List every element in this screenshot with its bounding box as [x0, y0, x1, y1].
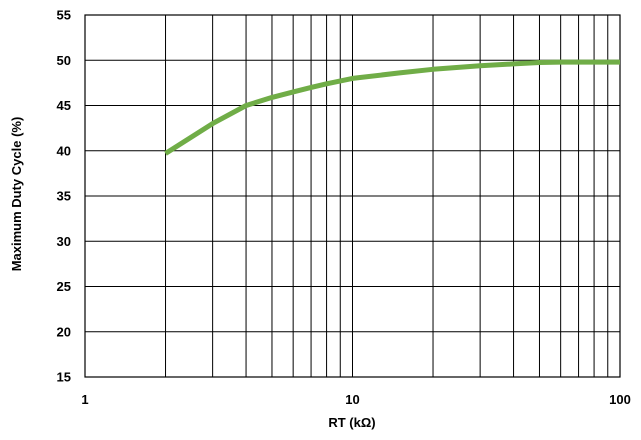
x-tick-label: 100	[609, 392, 631, 407]
x-tick-label: 1	[81, 392, 88, 407]
y-tick-label: 50	[57, 53, 71, 68]
y-tick-label: 30	[57, 234, 71, 249]
y-tick-label: 40	[57, 143, 71, 158]
y-tick-label: 45	[57, 98, 71, 113]
y-tick-label: 20	[57, 324, 71, 339]
x-axis-label: RT (kΩ)	[328, 415, 375, 430]
y-axis-label: Maximum Duty Cycle (%)	[9, 117, 24, 272]
grid-lines	[84, 14, 620, 378]
y-tick-labels: 15 20 25 30 35 40 45 50 55	[57, 8, 71, 385]
x-tick-labels: 1 10 100	[81, 392, 630, 407]
plot-area-frame	[84, 14, 621, 378]
y-tick-label: 25	[57, 279, 71, 294]
y-tick-label: 35	[57, 189, 71, 204]
y-tick-label: 15	[57, 370, 71, 385]
series-line	[164, 59, 620, 156]
data-series	[164, 59, 620, 156]
y-tick-label: 55	[57, 8, 71, 23]
x-tick-label: 10	[345, 392, 359, 407]
